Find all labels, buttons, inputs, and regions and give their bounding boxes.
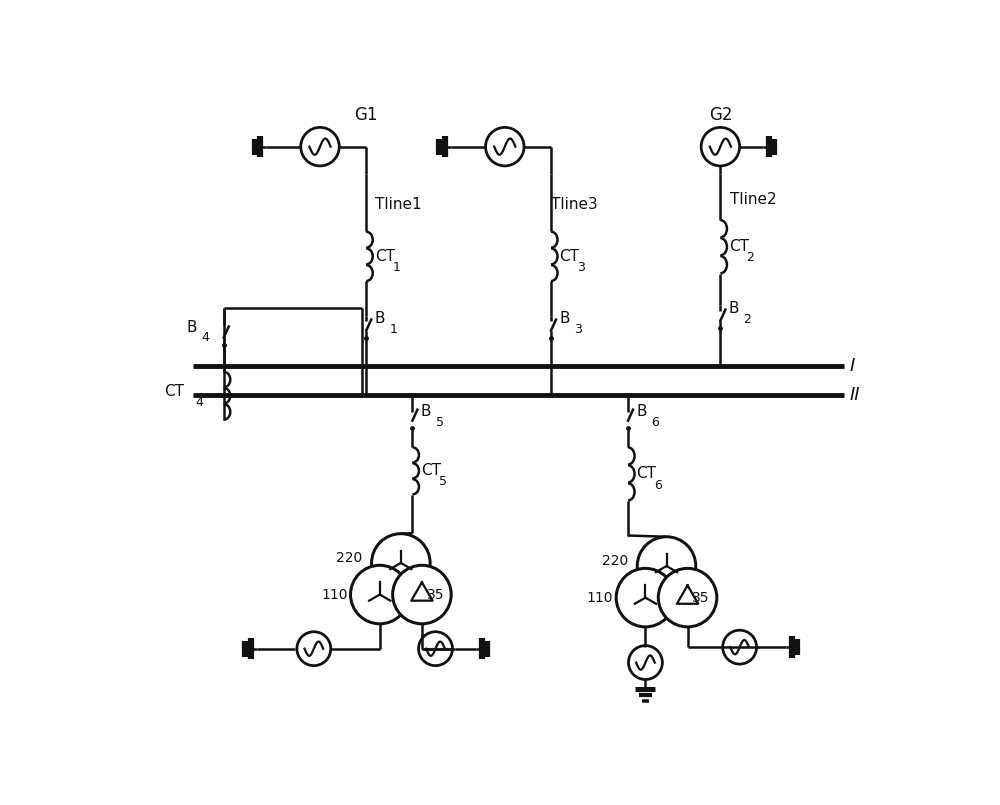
Text: B: B — [187, 320, 197, 335]
Text: 4: 4 — [195, 396, 203, 409]
Text: B: B — [421, 404, 431, 419]
Text: 2: 2 — [744, 313, 751, 326]
Text: B: B — [636, 404, 647, 419]
Circle shape — [372, 534, 430, 592]
Text: 1: 1 — [392, 261, 400, 274]
Text: B: B — [375, 311, 385, 326]
Text: I: I — [850, 357, 855, 375]
Text: 6: 6 — [654, 478, 662, 492]
Text: G2: G2 — [709, 105, 732, 124]
Text: CT: CT — [421, 464, 441, 478]
Text: Tline2: Tline2 — [730, 192, 776, 207]
Circle shape — [393, 565, 451, 624]
Text: 110: 110 — [587, 591, 613, 605]
Circle shape — [351, 565, 409, 624]
Text: 4: 4 — [201, 332, 209, 345]
Text: 2: 2 — [747, 251, 754, 264]
Text: Tline1: Tline1 — [375, 197, 422, 212]
Text: 220: 220 — [336, 551, 362, 565]
Text: 5: 5 — [439, 476, 447, 489]
Text: 3: 3 — [574, 323, 582, 336]
Text: 110: 110 — [321, 588, 347, 601]
Circle shape — [658, 568, 717, 627]
Text: CT: CT — [729, 239, 749, 254]
Circle shape — [637, 537, 696, 595]
Text: 35: 35 — [692, 591, 710, 605]
Circle shape — [616, 568, 675, 627]
Text: B: B — [729, 301, 739, 316]
Text: CT: CT — [164, 385, 184, 399]
Text: G1: G1 — [354, 105, 378, 124]
Text: 6: 6 — [651, 416, 659, 429]
Text: 35: 35 — [427, 588, 444, 601]
Text: CT: CT — [559, 249, 579, 264]
Text: Tline3: Tline3 — [551, 197, 598, 212]
Text: 3: 3 — [577, 261, 585, 274]
Text: CT: CT — [636, 466, 656, 481]
Text: 220: 220 — [602, 555, 628, 568]
Text: CT: CT — [375, 249, 395, 264]
Text: B: B — [559, 311, 570, 326]
Text: 5: 5 — [436, 416, 444, 429]
Text: II: II — [850, 386, 860, 403]
Text: 1: 1 — [389, 323, 397, 336]
